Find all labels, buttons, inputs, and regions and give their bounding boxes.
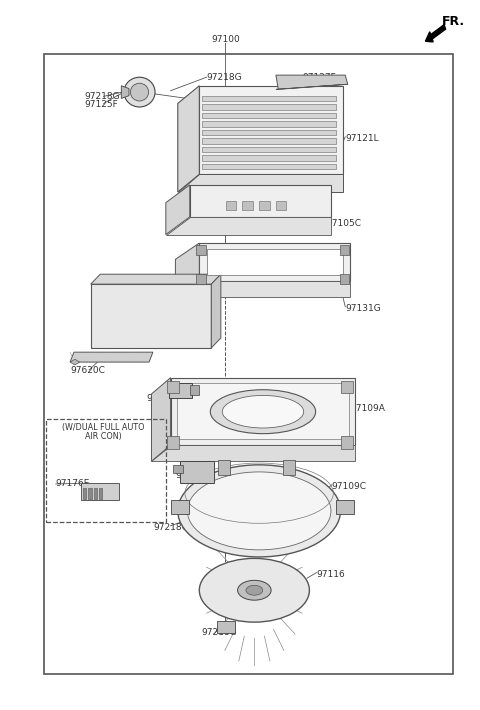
Polygon shape [178,174,343,192]
Bar [339,274,349,284]
Polygon shape [217,621,235,633]
Polygon shape [166,185,190,234]
Polygon shape [178,86,199,192]
Text: FR.: FR. [442,16,465,28]
Bar [218,460,230,476]
Ellipse shape [124,77,155,107]
Ellipse shape [178,465,340,557]
Bar [88,488,92,499]
Ellipse shape [210,390,316,434]
Polygon shape [226,200,236,210]
Text: 97125F: 97125F [84,100,118,109]
Text: 97218G: 97218G [84,92,120,101]
Polygon shape [121,86,129,99]
Polygon shape [202,138,336,144]
Polygon shape [199,86,343,174]
Text: 97127F: 97127F [302,72,336,82]
Polygon shape [276,200,287,210]
Polygon shape [173,465,182,474]
Ellipse shape [131,83,149,101]
Text: 97113B: 97113B [175,471,210,480]
Text: AIR CON): AIR CON) [85,432,122,441]
Polygon shape [202,155,336,161]
Ellipse shape [246,585,263,595]
Polygon shape [199,243,350,280]
Polygon shape [202,130,336,136]
Polygon shape [175,280,350,297]
Text: 97131G: 97131G [345,305,381,313]
Bar [196,274,205,284]
Bar [99,488,102,499]
Text: 97218G: 97218G [206,72,242,82]
Bar [283,460,295,476]
Polygon shape [190,386,199,395]
Polygon shape [202,147,336,153]
Polygon shape [190,185,331,217]
Polygon shape [169,383,192,398]
Bar [339,245,349,255]
Polygon shape [170,378,355,445]
Text: 97218G: 97218G [288,523,324,532]
Text: 97632B: 97632B [106,305,141,313]
Bar [341,381,353,393]
Polygon shape [242,200,253,210]
Polygon shape [152,445,355,462]
Bar [46,419,166,522]
Bar [167,381,179,393]
Polygon shape [276,75,348,89]
Text: 97100: 97100 [211,36,240,44]
Text: 97218G: 97218G [147,395,182,403]
Polygon shape [177,383,349,439]
Ellipse shape [222,395,304,428]
Polygon shape [276,84,348,89]
Bar [94,488,97,499]
Bar [167,436,179,449]
Polygon shape [152,378,170,462]
Polygon shape [180,462,214,483]
Ellipse shape [199,558,310,622]
Bar [196,245,205,255]
Text: 97176E: 97176E [56,479,90,488]
Polygon shape [91,274,221,284]
Bar [336,501,354,515]
Text: 97105C: 97105C [326,219,361,229]
Polygon shape [259,200,270,210]
FancyArrow shape [425,25,445,42]
Bar [341,436,353,449]
Polygon shape [166,217,331,234]
Polygon shape [202,121,336,127]
Text: 97218G: 97218G [202,628,237,638]
Text: 97155F: 97155F [175,414,209,423]
Polygon shape [81,483,120,501]
Text: 97116: 97116 [317,570,345,579]
Bar [44,54,453,674]
Polygon shape [70,359,80,365]
Bar [83,488,86,499]
Ellipse shape [187,472,331,550]
Polygon shape [70,352,153,362]
Ellipse shape [238,580,271,600]
Polygon shape [207,248,343,275]
Polygon shape [91,284,211,348]
Bar [170,501,189,515]
Text: 97121L: 97121L [345,134,379,143]
Text: 97620C: 97620C [70,366,105,375]
Polygon shape [211,274,221,348]
Polygon shape [175,243,199,297]
Text: 97109A: 97109A [350,404,385,413]
Text: (W/DUAL FULL AUTO: (W/DUAL FULL AUTO [62,422,145,432]
Text: 97218G: 97218G [154,523,190,532]
Text: 97109C: 97109C [331,481,366,491]
Polygon shape [202,96,336,102]
Polygon shape [202,113,336,119]
Polygon shape [202,164,336,170]
Polygon shape [202,104,336,110]
